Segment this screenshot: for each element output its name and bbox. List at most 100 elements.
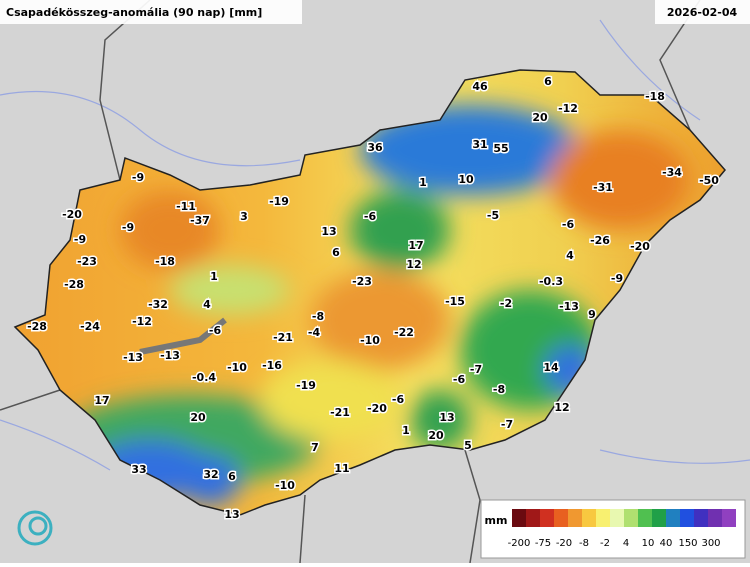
legend-scale: -200 -75 -20 -8 -2 4 10 40 150 300 [508, 509, 736, 549]
legend-label: 40 [660, 538, 673, 549]
station-value: 13 [439, 411, 454, 424]
station-value: -7 [501, 418, 513, 431]
station-value: -8 [493, 383, 505, 396]
legend-swatch [512, 509, 526, 527]
station-value: -13 [160, 349, 180, 362]
station-value: 17 [94, 394, 109, 407]
station-value: -18 [645, 90, 665, 103]
station-value: -10 [275, 479, 295, 492]
station-value: -24 [80, 320, 100, 333]
station-value: -50 [699, 174, 719, 187]
station-value: -11 [176, 200, 196, 213]
station-value: -31 [593, 181, 613, 194]
station-value: 32 [203, 468, 218, 481]
legend-swatch [722, 509, 736, 527]
station-value: 6 [228, 470, 236, 483]
title-box [0, 0, 302, 24]
station-value: 55 [493, 142, 508, 155]
station-value: 36 [367, 141, 383, 154]
legend-swatch [540, 509, 554, 527]
station-value: -0.3 [539, 275, 563, 288]
station-value: -9 [122, 221, 134, 234]
station-value: 13 [321, 225, 336, 238]
legend-label: -75 [535, 538, 551, 549]
station-value: -26 [590, 234, 610, 247]
legend-swatch [610, 509, 624, 527]
legend-swatch [624, 509, 638, 527]
legend-swatch [582, 509, 596, 527]
station-value: 13 [224, 508, 239, 521]
station-value: -34 [662, 166, 682, 179]
station-value: -9 [611, 272, 623, 285]
station-value: -23 [352, 275, 372, 288]
station-value: -20 [367, 402, 387, 415]
station-value: 1 [419, 176, 427, 189]
legend-swatch [526, 509, 540, 527]
station-value: -6 [209, 324, 222, 337]
legend-swatch [694, 509, 708, 527]
station-value: -6 [392, 393, 405, 406]
station-value: 10 [458, 173, 474, 186]
legend [480, 499, 746, 559]
station-value: -4 [308, 326, 321, 339]
station-value: 1 [210, 270, 218, 283]
station-value: -32 [148, 298, 168, 311]
station-value: 6 [332, 246, 340, 259]
station-value: 7 [311, 441, 319, 454]
station-value: 12 [554, 401, 569, 414]
station-value: -28 [64, 278, 84, 291]
legend-label: -200 [508, 538, 531, 549]
station-value: -7 [470, 363, 482, 376]
station-value: -6 [364, 210, 377, 223]
station-value: -2 [500, 297, 512, 310]
station-value: -16 [262, 359, 282, 372]
station-value: 46 [472, 80, 488, 93]
station-value: 14 [543, 361, 559, 374]
legend-swatch [596, 509, 610, 527]
station-value: 4 [203, 298, 211, 311]
legend-swatch [554, 509, 568, 527]
station-value: -5 [487, 209, 499, 222]
legend-swatch [708, 509, 722, 527]
station-value: -9 [74, 233, 86, 246]
station-value: -6 [562, 218, 575, 231]
station-value: 9 [588, 308, 596, 321]
station-value: -19 [269, 195, 289, 208]
legend-swatch [568, 509, 582, 527]
station-value: -23 [77, 255, 97, 268]
legend-label: 300 [701, 538, 720, 549]
legend-label: -2 [600, 538, 610, 549]
legend-swatch [666, 509, 680, 527]
station-value: -12 [132, 315, 152, 328]
station-value: 4 [566, 249, 574, 262]
legend-label: 4 [623, 538, 629, 549]
legend-swatch [680, 509, 694, 527]
station-value: -12 [558, 102, 578, 115]
station-value: -15 [445, 295, 465, 308]
rivers [0, 19, 750, 471]
station-value: 20 [190, 411, 206, 424]
station-value: -21 [330, 406, 350, 419]
station-value: 3 [240, 210, 248, 223]
station-value: 1 [402, 424, 410, 437]
station-value: -18 [155, 255, 175, 268]
station-value: -28 [27, 320, 47, 333]
legend-label: 150 [678, 538, 697, 549]
legend-swatch [652, 509, 666, 527]
station-value: 11 [334, 462, 349, 475]
station-value: -22 [394, 326, 414, 339]
station-value: 33 [131, 463, 146, 476]
station-value: -20 [62, 208, 82, 221]
station-value: 20 [532, 111, 548, 124]
date-box [655, 0, 750, 24]
station-value: -13 [559, 300, 579, 313]
station-value: -0.4 [192, 371, 216, 384]
station-value: 20 [428, 429, 444, 442]
station-value: -10 [227, 361, 247, 374]
station-value: 17 [408, 239, 423, 252]
station-value: 6 [544, 75, 552, 88]
station-value: -21 [273, 331, 293, 344]
station-value: -13 [123, 351, 143, 364]
station-value: 12 [406, 258, 421, 271]
date: 2026-02-04 [667, 6, 738, 19]
